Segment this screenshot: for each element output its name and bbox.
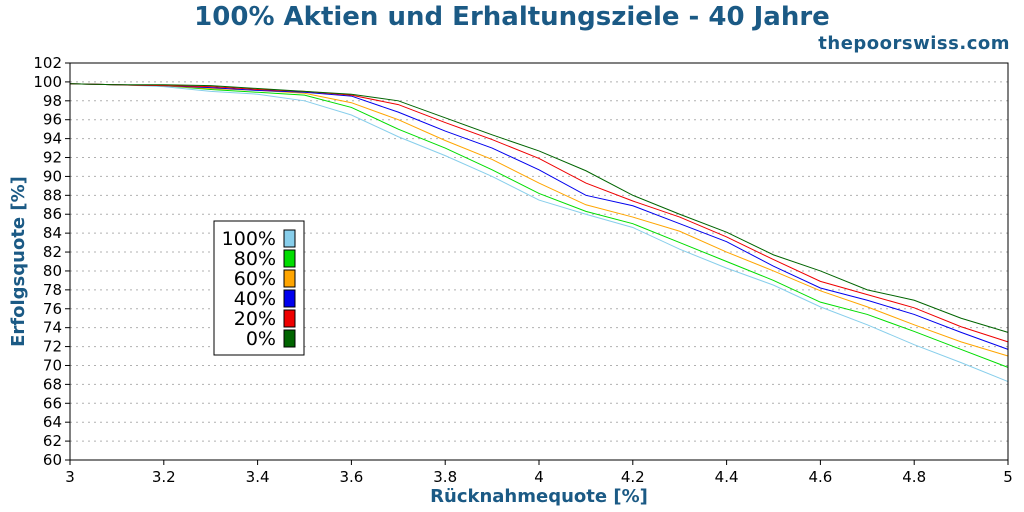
legend-label: 80% <box>234 248 276 270</box>
x-tick-label: 5 <box>1003 468 1013 486</box>
y-tick-label: 60 <box>43 451 62 469</box>
legend-label: 20% <box>234 308 276 330</box>
y-tick-label: 102 <box>33 54 62 72</box>
legend-label: 100% <box>222 228 276 250</box>
y-tick-label: 78 <box>43 281 62 299</box>
y-tick-label: 72 <box>43 338 62 356</box>
x-tick-label: 4.8 <box>902 468 926 486</box>
y-axis-title: Erfolgsquote [%] <box>8 176 29 347</box>
plot-frame <box>69 62 1009 461</box>
legend-label: 60% <box>234 268 276 290</box>
chart-title: 100% Aktien und Erhaltungsziele - 40 Jah… <box>194 2 830 32</box>
y-tick-label: 68 <box>43 375 62 393</box>
legend-swatch <box>283 329 296 348</box>
y-tick-label: 74 <box>43 319 62 337</box>
y-tick-label: 92 <box>43 149 62 167</box>
y-tick-label: 82 <box>43 243 62 261</box>
y-tick-label: 64 <box>43 413 62 431</box>
x-tick-label: 3.6 <box>339 468 363 486</box>
x-tick-label: 4.6 <box>808 468 832 486</box>
y-tick-label: 62 <box>43 432 62 450</box>
series-line-3 <box>69 83 1009 350</box>
y-tick-label: 86 <box>43 205 62 223</box>
x-tick-label: 3.2 <box>152 468 176 486</box>
x-tick-label: 3 <box>65 468 75 486</box>
x-tick-label: 4 <box>534 468 544 486</box>
legend-label: 40% <box>234 288 276 310</box>
y-tick-label: 70 <box>43 356 62 374</box>
legend-swatch <box>283 289 296 308</box>
x-tick-label: 4.2 <box>621 468 645 486</box>
legend-swatch <box>283 249 296 268</box>
series-line-4 <box>69 83 1009 343</box>
legend-swatch <box>283 229 296 248</box>
legend: 100%80%60%40%20%0% <box>213 220 305 356</box>
y-tick-label: 88 <box>43 186 62 204</box>
series-line-2 <box>69 83 1009 357</box>
x-axis-ticks: 3 3.2 3.4 3.6 3.8 4 4.2 4.4 4.6 4.8 5 <box>65 460 1013 486</box>
y-tick-label: 76 <box>43 300 62 318</box>
y-tick-label: 66 <box>43 394 62 412</box>
x-axis-title: Rücknahmequote [%] <box>430 486 648 507</box>
x-tick-label: 4.4 <box>715 468 739 486</box>
series-lines <box>69 83 1009 383</box>
series-line-5 <box>69 83 1009 333</box>
grid-lines <box>70 62 1008 461</box>
y-tick-label: 90 <box>43 167 62 185</box>
y-tick-label: 96 <box>43 111 62 129</box>
legend-swatch <box>283 269 296 288</box>
series-line-1 <box>69 83 1009 368</box>
y-axis-ticks: 6062646668707274767880828486889092949698… <box>33 54 70 469</box>
y-tick-label: 80 <box>43 262 62 280</box>
legend-label: 0% <box>246 328 276 350</box>
x-tick-label: 3.4 <box>246 468 270 486</box>
legend-swatch <box>283 309 296 328</box>
site-watermark: thepoorswiss.com <box>818 33 1010 54</box>
y-tick-label: 100 <box>33 73 62 91</box>
y-tick-label: 94 <box>43 130 62 148</box>
x-tick-label: 3.8 <box>433 468 457 486</box>
y-tick-label: 98 <box>43 92 62 110</box>
y-tick-label: 84 <box>43 224 62 242</box>
series-line-0 <box>69 83 1009 383</box>
